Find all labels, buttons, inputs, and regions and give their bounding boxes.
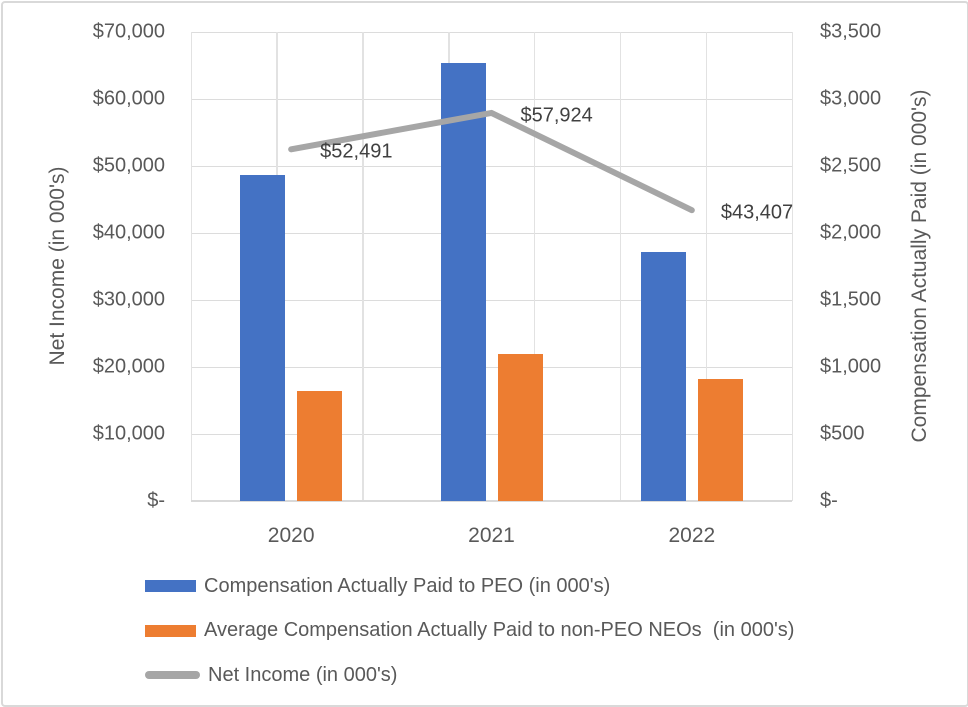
legend-bar-marker-icon <box>145 624 196 637</box>
bar-peo-2020 <box>240 174 286 501</box>
left-axis-tick-label: $60,000 <box>92 87 165 110</box>
vertical-gridline <box>619 32 622 501</box>
vertical-gridline <box>362 32 364 501</box>
right-axis-tick-label: $3,000 <box>820 87 882 110</box>
bar-peo-2022 <box>640 252 686 501</box>
left-axis-tick-label: $30,000 <box>92 288 165 311</box>
bar-non-peo-neos-2020 <box>297 390 343 501</box>
x-axis-category-label: 2021 <box>468 524 515 547</box>
legend-item: Compensation Actually Paid to PEO (in 00… <box>145 564 794 609</box>
right-axis-tick-label: $1,000 <box>820 355 882 378</box>
net-income-line-path <box>288 109 695 214</box>
vertical-gridline <box>533 32 536 501</box>
line-data-label: $43,407 <box>720 201 794 224</box>
horizontal-gridline <box>191 165 792 167</box>
right-axis-tick-label: $- <box>820 489 838 512</box>
net-income-line <box>288 109 695 214</box>
bar-peo-2021 <box>440 62 486 501</box>
vertical-gridline <box>190 32 192 501</box>
line-data-label: $52,491 <box>320 140 393 163</box>
legend-label: Average Compensation Actually Paid to no… <box>204 619 795 642</box>
horizontal-gridline <box>191 366 792 368</box>
legend-bar-marker-icon <box>145 580 196 593</box>
right-axis-tick-label: $500 <box>820 422 865 445</box>
left-axis-tick-label: $10,000 <box>92 422 165 445</box>
left-axis-title: Net Income (in 000's) <box>46 166 69 366</box>
legend-item: Average Compensation Actually Paid to no… <box>145 609 794 654</box>
bar-non-peo-neos-2021 <box>497 353 543 501</box>
legend-item: Net Income (in 000's) <box>145 653 794 698</box>
right-axis-tick-label: $3,500 <box>820 20 882 43</box>
right-axis-tick-label: $1,500 <box>820 288 882 311</box>
left-axis-tick-label: $70,000 <box>92 20 165 43</box>
x-axis-line <box>191 500 792 502</box>
legend-line-marker-icon <box>145 671 200 680</box>
right-axis-tick-label: $2,500 <box>820 154 882 177</box>
horizontal-gridline <box>191 433 792 435</box>
legend-label: Compensation Actually Paid to PEO (in 00… <box>204 574 611 597</box>
horizontal-gridline <box>191 31 792 33</box>
left-axis-tick-label: $20,000 <box>92 355 165 378</box>
x-axis-category-label: 2022 <box>668 524 716 547</box>
horizontal-gridline <box>191 98 792 100</box>
left-axis-tick-label: $- <box>147 489 165 512</box>
right-axis-title: Compensation Actually Paid (in 000's) <box>908 89 931 443</box>
legend-label: Net Income (in 000's) <box>208 663 398 686</box>
vertical-gridline <box>705 32 708 501</box>
left-axis-tick-label: $50,000 <box>92 154 165 177</box>
horizontal-gridline <box>191 232 792 234</box>
vertical-gridline <box>791 32 793 501</box>
right-axis-tick-label: $2,000 <box>820 221 882 244</box>
line-data-label: $57,924 <box>520 104 593 127</box>
bar-non-peo-neos-2022 <box>697 379 743 501</box>
plot-area: $52,491 $57,924 $43,407 <box>190 31 794 502</box>
legend: Compensation Actually Paid to PEO (in 00… <box>145 564 794 698</box>
horizontal-gridline <box>191 299 792 301</box>
x-axis-category-label: 2020 <box>267 524 315 547</box>
left-axis-tick-label: $40,000 <box>92 221 165 244</box>
